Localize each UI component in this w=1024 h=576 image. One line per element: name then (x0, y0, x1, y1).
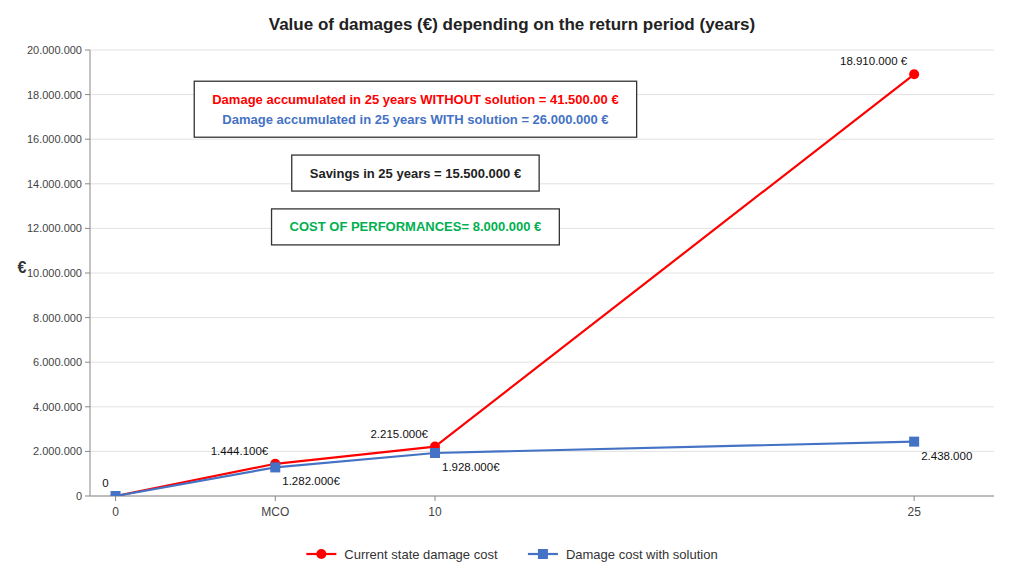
y-tick-label: 16.000.000 (27, 133, 82, 145)
y-tick-label: 10.000.000 (27, 267, 82, 279)
annotation-box: Savings in 25 years = 15.500.000 € (292, 155, 539, 191)
axes: 0 2.000.000 4.000.000 6.000.000 8.000.000 10.… (18, 44, 994, 519)
y-tick (85, 406, 90, 407)
grid-line (90, 50, 994, 51)
grid-line (90, 406, 994, 407)
title: Value of damages (€) depending on the re… (269, 15, 755, 34)
annotation-text: Damage accumulated in 25 years WITHOUT s… (212, 92, 618, 107)
x-axis-line (90, 496, 994, 497)
y-tick (85, 496, 90, 497)
data-label: 18.910.000 € (840, 55, 908, 67)
data-label: 2.438.000 (921, 450, 972, 462)
series-line (116, 442, 915, 496)
data-label: 2.215.000€ (370, 428, 428, 440)
series-marker (111, 491, 121, 496)
series-line (116, 74, 915, 496)
series-marker (909, 69, 919, 79)
annotations: Damage accumulated in 25 years WITHOUT s… (194, 81, 636, 245)
y-tick-label: 12.000.000 (27, 222, 82, 234)
legend: Current state damage cost Damage cost wit… (306, 547, 717, 562)
y-tick (85, 228, 90, 229)
legend-item: Current state damage cost (306, 547, 498, 562)
y-tick (85, 362, 90, 363)
x-tick (914, 496, 915, 501)
x-tick-label: 0 (112, 505, 119, 519)
series-marker (270, 462, 280, 472)
y-tick-label: 20.000.000 (27, 44, 82, 56)
series-marker (111, 491, 121, 496)
annotation-text: COST OF PERFORMANCES= 8.000.000 € (290, 219, 542, 234)
y-tick (85, 183, 90, 184)
y-tick-label: 2.000.000 (33, 445, 82, 457)
legend-item: Damage cost with solution (528, 547, 718, 562)
legend-marker (538, 549, 548, 559)
x-tick-label: 25 (907, 505, 921, 519)
data-label: 0 (102, 477, 108, 489)
series-marker (430, 448, 440, 458)
x-tick-label: MCO (261, 505, 289, 519)
grid-line (90, 139, 994, 140)
y-tick-label: 0 (76, 490, 82, 502)
series-marker (909, 437, 919, 447)
y-tick-label: 4.000.000 (33, 401, 82, 413)
y-tick (85, 94, 90, 95)
x-tick (115, 496, 116, 501)
legend-label: Current state damage cost (344, 547, 498, 562)
y-tick (85, 139, 90, 140)
data-label: 1.928.000€ (442, 461, 500, 473)
grid-line (90, 183, 994, 184)
grid-line (90, 317, 994, 318)
annotation-text: Savings in 25 years = 15.500.000 € (310, 166, 521, 181)
annotation-box: Damage accumulated in 25 years WITHOUT s… (194, 81, 636, 137)
y-tick (85, 451, 90, 452)
data-label: 1.282.000€ (282, 475, 340, 487)
grid (90, 50, 994, 496)
legend-marker (316, 549, 326, 559)
legend-label: Damage cost with solution (566, 547, 718, 562)
chart: Value of damages (€) depending on the re… (0, 0, 1024, 576)
annotation-text: Damage accumulated in 25 years WITH solu… (222, 112, 608, 127)
data-labels: 0 1.444.100€ 2.215.000€ 18.910.000 € 1.282.0… (102, 55, 972, 489)
grid-line (90, 273, 994, 274)
annotation-frame (292, 155, 539, 191)
y-axis-label: € (18, 259, 27, 276)
grid-line (90, 496, 994, 497)
annotation-box: COST OF PERFORMANCES= 8.000.000 € (272, 209, 560, 245)
y-tick (85, 317, 90, 318)
y-tick (85, 50, 90, 51)
data-label: 1.444.100€ (211, 445, 269, 457)
y-tick-label: 8.000.000 (33, 312, 82, 324)
y-tick-label: 14.000.000 (27, 178, 82, 190)
y-tick (85, 273, 90, 274)
x-tick-label: 10 (428, 505, 442, 519)
x-tick (434, 496, 435, 501)
annotation-frame (272, 209, 560, 245)
x-tick (275, 496, 276, 501)
annotation-frame (194, 81, 636, 137)
plot-area (111, 69, 920, 496)
y-tick-label: 6.000.000 (33, 356, 82, 368)
y-tick-label: 18.000.000 (27, 89, 82, 101)
